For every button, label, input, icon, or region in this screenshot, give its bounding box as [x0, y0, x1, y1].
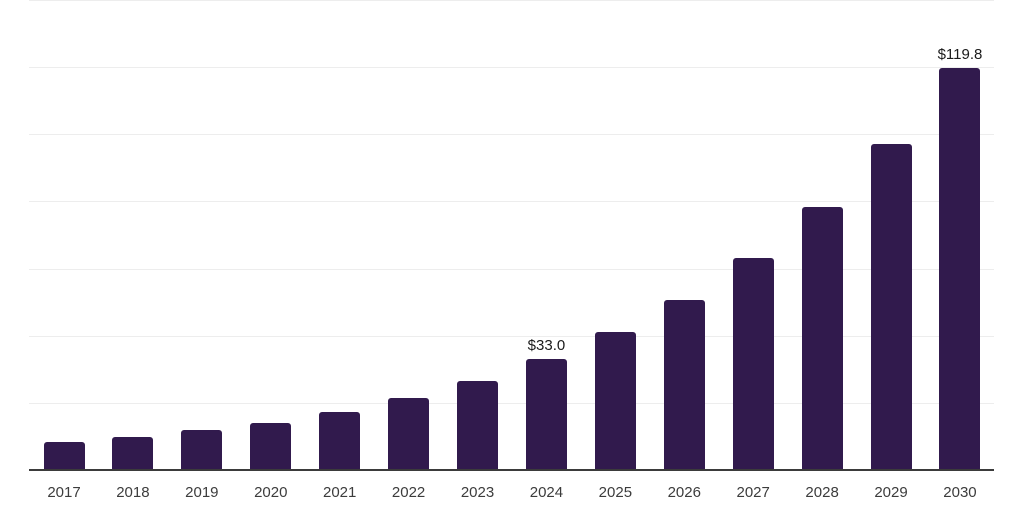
x-tick-2027: 2027 — [736, 484, 770, 501]
x-tick-2020: 2020 — [254, 484, 288, 501]
plot-area: $33.0 $119.8 — [29, 0, 994, 471]
x-tick-2029: 2029 — [874, 484, 908, 501]
x-tick-2019: 2019 — [185, 484, 219, 501]
gridline-60 — [29, 268, 994, 270]
bar-2030 — [939, 67, 981, 470]
bar-2027 — [732, 257, 774, 470]
value-label-2024: $33.0 — [527, 337, 566, 355]
bar-2023 — [457, 380, 499, 470]
bar-2028 — [801, 206, 843, 470]
bar-2021 — [319, 411, 361, 470]
x-tick-2021: 2021 — [322, 484, 357, 501]
bar-2029 — [870, 144, 912, 470]
x-tick-2026: 2026 — [667, 484, 701, 501]
bar-2019 — [181, 429, 223, 470]
gridline-100 — [29, 134, 994, 136]
x-tick-2028: 2028 — [805, 484, 839, 501]
x-tick-2025: 2025 — [598, 484, 633, 501]
x-tick-2018: 2018 — [116, 484, 150, 501]
bar-2024 — [525, 359, 567, 470]
gridline-20 — [29, 402, 994, 404]
bar-2025 — [594, 332, 636, 470]
x-tick-2024: 2024 — [529, 484, 564, 501]
x-tick-2017: 2017 — [47, 484, 81, 501]
gridline-40 — [29, 335, 994, 337]
bar-2020 — [250, 422, 292, 470]
bar-2022 — [388, 397, 430, 470]
bar-2026 — [663, 300, 705, 470]
gridline-140 — [29, 0, 994, 1]
x-tick-2030: 2030 — [943, 484, 977, 501]
x-axis-line — [29, 469, 994, 471]
x-tick-2023: 2023 — [460, 484, 495, 501]
gridline-80 — [29, 201, 994, 203]
bar-2018 — [112, 436, 154, 470]
gridline-120 — [29, 67, 994, 69]
value-label-2030: $119.8 — [937, 45, 983, 63]
x-tick-2022: 2022 — [391, 484, 426, 501]
bar-2017 — [43, 441, 85, 470]
